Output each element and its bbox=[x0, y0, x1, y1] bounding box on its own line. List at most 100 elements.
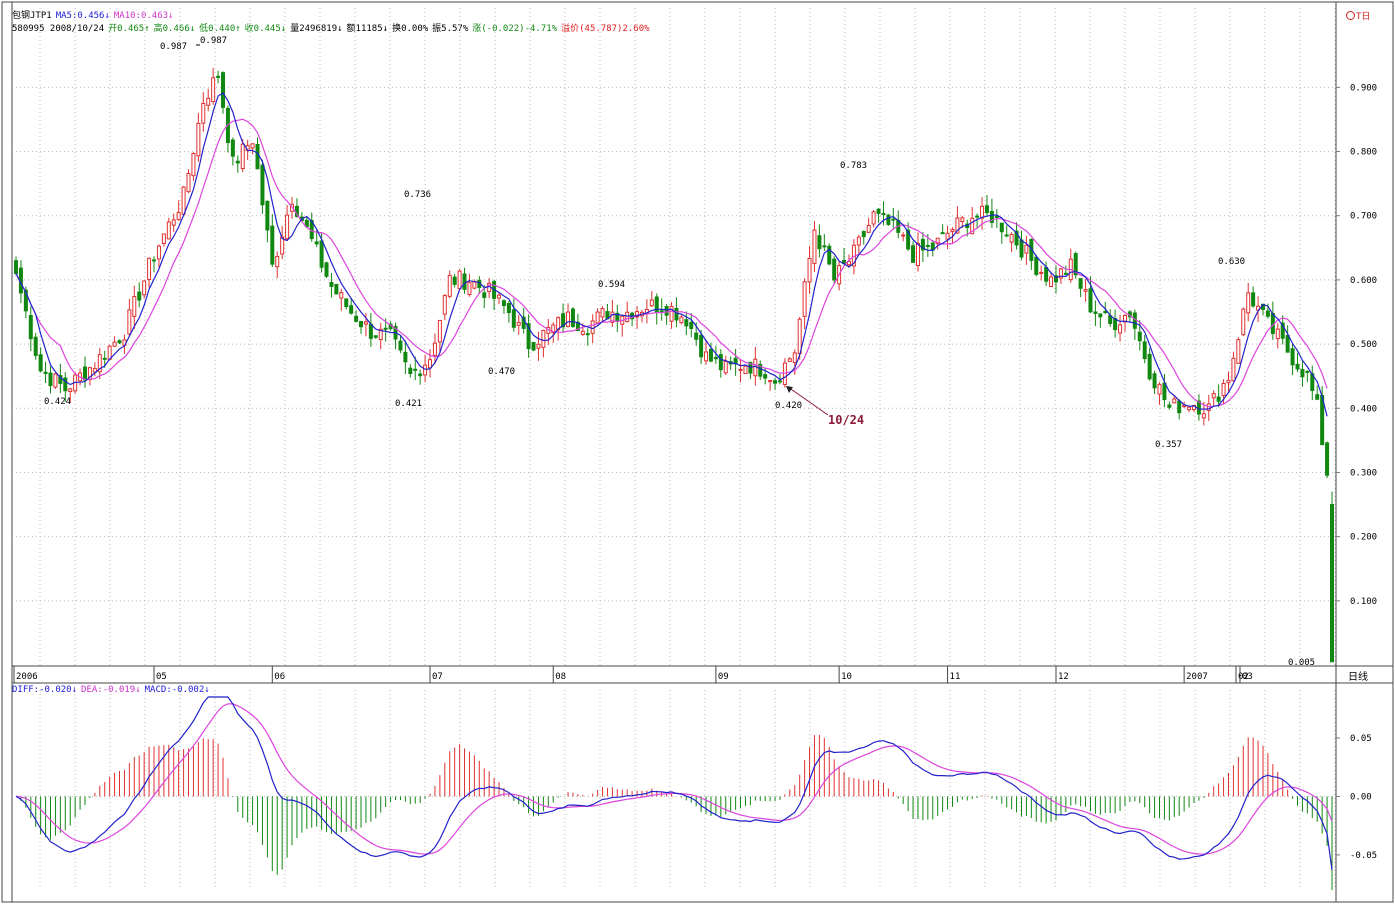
title-item-0: 包钢JTP1 bbox=[12, 11, 52, 21]
candle-body bbox=[1300, 368, 1305, 378]
candle-body bbox=[787, 358, 792, 362]
candle-body bbox=[551, 324, 556, 334]
candle-body bbox=[792, 352, 797, 364]
candle-body bbox=[1122, 314, 1127, 323]
candle-body bbox=[1172, 398, 1177, 404]
candle-body bbox=[181, 186, 186, 215]
candle-body bbox=[1034, 256, 1039, 275]
info-item-9: 涨(-0.022)-4.71% bbox=[472, 24, 558, 34]
candle-body bbox=[482, 292, 487, 298]
extreme-label: 0.736 bbox=[404, 190, 431, 200]
month-label: 03 bbox=[1242, 672, 1253, 682]
candle-body bbox=[1325, 442, 1330, 476]
candle-body bbox=[359, 320, 364, 328]
info-item-4: 收0.445↓ bbox=[244, 24, 287, 34]
candle-body bbox=[812, 229, 817, 264]
candle-body bbox=[758, 363, 763, 377]
candle-body bbox=[191, 152, 196, 177]
candle-body bbox=[1137, 331, 1142, 342]
candle-body bbox=[206, 97, 211, 106]
candle-body bbox=[1009, 233, 1014, 243]
info-item-1: 开0.465↑ bbox=[108, 24, 150, 34]
candle-body bbox=[516, 321, 521, 326]
candle-body bbox=[891, 218, 896, 221]
candle-body bbox=[368, 323, 373, 339]
candle-body bbox=[92, 367, 97, 373]
candle-body bbox=[1221, 382, 1226, 397]
candle-body bbox=[832, 258, 837, 281]
candle-body bbox=[975, 215, 980, 218]
date-marker-label: 10/24 bbox=[828, 413, 864, 427]
candle-body bbox=[1285, 334, 1290, 353]
price-tick-label: 0.900 bbox=[1350, 83, 1377, 93]
candle-body bbox=[344, 298, 349, 308]
candle-body bbox=[1201, 413, 1206, 419]
candle-body bbox=[654, 296, 659, 314]
candle-body bbox=[866, 224, 871, 233]
candle-body bbox=[23, 289, 28, 312]
candle-body bbox=[827, 245, 832, 265]
candle-body bbox=[822, 245, 827, 248]
candle-body bbox=[723, 360, 728, 374]
candle-body bbox=[802, 281, 807, 317]
candle-body bbox=[230, 139, 235, 157]
candle-body bbox=[950, 229, 955, 233]
candle-body bbox=[255, 144, 260, 170]
price-tick-label: 0.600 bbox=[1350, 276, 1377, 286]
info-item-7: 换0.00% bbox=[392, 24, 429, 34]
candle-body bbox=[1241, 308, 1246, 336]
candle-body bbox=[635, 311, 640, 318]
price-tick-label: 0.500 bbox=[1350, 340, 1377, 350]
candle-body bbox=[285, 214, 290, 240]
candle-body bbox=[250, 143, 255, 149]
title-bar: 包钢JTP1 MA5:0.456↓ MA10:0.463↓ bbox=[12, 11, 177, 22]
candle-body bbox=[960, 217, 965, 223]
month-label: 10 bbox=[841, 672, 852, 682]
candle-body bbox=[994, 216, 999, 219]
t-day-label[interactable]: T日 bbox=[1346, 11, 1370, 23]
candle-body bbox=[536, 343, 541, 349]
candle-body bbox=[689, 321, 694, 329]
candle-body bbox=[83, 366, 88, 381]
candle-body bbox=[1211, 392, 1216, 399]
candle-body bbox=[265, 200, 270, 231]
candle-body bbox=[142, 280, 147, 296]
candle-body bbox=[280, 236, 285, 255]
candle-body bbox=[329, 282, 334, 287]
candle-body bbox=[970, 217, 975, 235]
candle-body bbox=[186, 172, 191, 193]
candle-body bbox=[201, 102, 206, 124]
info-item-3: 低0.440↑ bbox=[199, 24, 241, 34]
candle-body bbox=[1231, 357, 1236, 382]
extreme-label: 0.630 bbox=[1218, 257, 1245, 267]
macd-legend-item-1: DEA:-0.019↓ bbox=[81, 685, 141, 695]
candle-body bbox=[585, 333, 590, 336]
candle-body bbox=[807, 257, 812, 283]
candle-body bbox=[920, 238, 925, 251]
candle-body bbox=[989, 210, 994, 223]
extreme-label: 0.470 bbox=[488, 367, 515, 377]
candle-body bbox=[679, 316, 684, 324]
extreme-label: 0.421 bbox=[395, 399, 422, 409]
month-label: 02 bbox=[1238, 672, 1249, 682]
candle-body bbox=[38, 354, 43, 372]
candle-body bbox=[28, 315, 33, 340]
candle-body bbox=[777, 380, 782, 383]
candle-body bbox=[127, 309, 132, 335]
candle-body bbox=[738, 368, 743, 371]
candle-body bbox=[497, 294, 502, 299]
candle-body bbox=[684, 319, 689, 327]
price-tick-label: 0.300 bbox=[1350, 468, 1377, 478]
candle-body bbox=[1058, 268, 1063, 279]
candle-body bbox=[1103, 311, 1108, 314]
candle-body bbox=[1093, 311, 1098, 314]
candle-body bbox=[428, 359, 433, 369]
candle-body bbox=[531, 341, 536, 351]
candle-body bbox=[324, 262, 329, 277]
ohlc-info-bar: 580995 2008/10/24 开0.465↑ 高0.466↓ 低0.440↑ 收0… bbox=[12, 24, 654, 35]
extreme-label: 0.424 bbox=[44, 397, 71, 407]
candle-body bbox=[817, 235, 822, 250]
candle-body bbox=[782, 362, 787, 385]
